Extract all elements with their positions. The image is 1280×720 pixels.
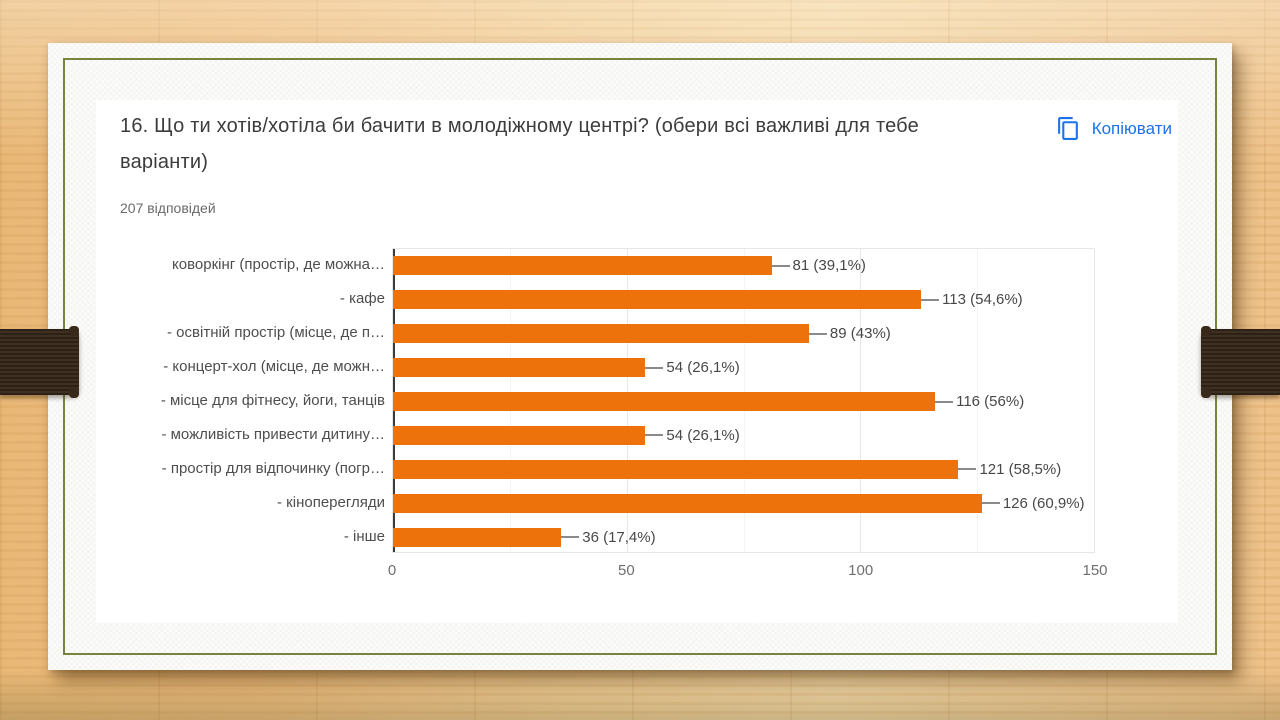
bar-row: 36 (17,4%) (393, 520, 1094, 554)
bar-value: 116 (56%) (956, 393, 1025, 410)
bar (393, 459, 959, 479)
value-connector (958, 468, 977, 471)
x-axis: 0 50 100 150 (388, 553, 1108, 583)
bar-row: 113 (54,6%) (393, 283, 1094, 317)
value-connector (935, 400, 954, 403)
bar-value: 126 (60,9%) (1002, 494, 1085, 512)
bar-row: 116 (56%) (393, 385, 1094, 419)
bar (393, 493, 982, 513)
forms-header: 16. Що ти хотів/хотіла би бачити в молод… (120, 108, 1174, 216)
plot-area: 81 (39,1%) 113 (54,6%) 89 (43%) (392, 248, 1095, 554)
value-connector (921, 298, 940, 301)
x-axis-tick: 150 (1082, 562, 1108, 580)
right-strap-decoration (1201, 326, 1280, 398)
bar-row: 89 (43%) (393, 317, 1094, 351)
bar-row: 121 (58,5%) (393, 452, 1094, 486)
bar-value: 81 (39,1%) (792, 257, 866, 275)
copy-icon (1057, 117, 1078, 140)
value-connector (645, 434, 664, 437)
value-connector (981, 502, 1000, 505)
bar-row: 54 (26,1%) (393, 351, 1094, 385)
category-label: - місце для фітнесу, йоги, танців (160, 392, 385, 409)
bar (393, 324, 809, 344)
bar-row: 54 (26,1%) (393, 418, 1094, 452)
bar-row: 81 (39,1%) (393, 249, 1094, 283)
value-connector (808, 332, 827, 335)
bar-value: 89 (43%) (829, 325, 891, 343)
x-axis-tick: 100 (848, 562, 874, 580)
bar-row: 126 (60,9%) (393, 486, 1094, 520)
strap-knob (69, 388, 79, 398)
strap-knob (1201, 326, 1211, 336)
x-axis-tick: 0 (387, 562, 397, 580)
bar-value: 54 (26,1%) (666, 426, 740, 444)
category-label: - можливість привести дитину… (161, 425, 385, 443)
slide-card: 16. Що ти хотів/хотіла би бачити в молод… (48, 43, 1232, 670)
strap-knob (1201, 388, 1211, 398)
google-forms-screenshot: 16. Що ти хотів/хотіла би бачити в молод… (96, 100, 1178, 623)
value-connector (771, 264, 790, 267)
x-axis-tick: 50 (617, 562, 635, 580)
bar-chart: коворкінг (простір, де можна… - кафе - о… (96, 248, 1178, 583)
left-strap-decoration (0, 326, 79, 398)
question-title: 16. Що ти хотів/хотіла би бачити в молод… (120, 115, 919, 173)
category-label: - простір для відпочинку (погр… (161, 459, 385, 477)
bar-value: 54 (26,1%) (666, 359, 740, 377)
bar (393, 392, 936, 411)
responses-count: 207 відповідей (120, 200, 216, 216)
bar-value: 113 (54,6%) (942, 291, 1023, 309)
strap-knob (69, 326, 79, 336)
bar (393, 256, 772, 276)
bar (393, 358, 646, 378)
bar (393, 527, 562, 547)
bar-value: 36 (17,4%) (582, 528, 656, 546)
copy-button[interactable]: Копіювати (1054, 112, 1174, 145)
bar (393, 425, 646, 445)
category-label: - кіноперегляди (277, 493, 385, 511)
category-label: - концерт-хол (місце, де можн… (163, 358, 385, 376)
category-label: коворкінг (простір, де можна… (172, 256, 385, 274)
bar-value: 121 (58,5%) (979, 460, 1062, 478)
bar (393, 290, 922, 310)
category-label: - кафе (339, 290, 385, 308)
category-labels: коворкінг (простір, де можна… - кафе - о… (96, 248, 392, 553)
category-label: - освітній простір (місце, де п… (167, 324, 385, 342)
copy-button-label: Копіювати (1091, 118, 1172, 138)
value-connector (561, 536, 580, 539)
value-connector (645, 366, 664, 369)
category-label: - інше (343, 527, 385, 545)
